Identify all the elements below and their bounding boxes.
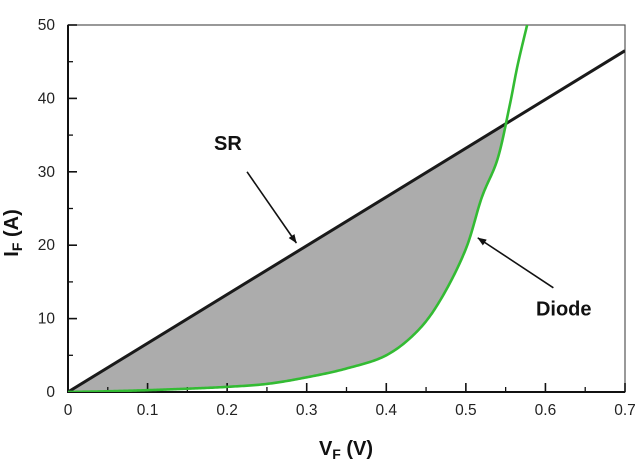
y-axis-title: IF (A) <box>1 209 25 256</box>
diode-curve <box>68 25 529 392</box>
y-tick-label: 10 <box>38 311 56 328</box>
sr-label: SR <box>214 133 242 155</box>
tick-labels: 0 0.1 0.2 0.3 0.4 0.5 0.6 0.7 0 10 20 30 40 50 <box>38 17 636 419</box>
y-tick-label: 40 <box>38 90 56 107</box>
y-tick-label: 30 <box>38 164 56 181</box>
chart-root: 0 0.1 0.2 0.3 0.4 0.5 0.6 0.7 0 10 20 30 40 50 VF (V) I… <box>1 17 636 462</box>
y-tick-label: 0 <box>46 384 55 401</box>
x-tick-label: 0.7 <box>614 402 636 419</box>
annotation-sr: SR <box>214 133 298 244</box>
x-tick-label: 0.4 <box>376 402 398 419</box>
annotation-diode: Diode <box>477 237 592 320</box>
y-tick-label: 20 <box>38 237 56 254</box>
sr-arrow <box>246 171 298 244</box>
x-axis-title: VF (V) <box>319 438 373 462</box>
x-tick-label: 0.2 <box>216 402 238 419</box>
x-tick-label: 0.5 <box>455 402 477 419</box>
x-tick-label: 0.3 <box>296 402 318 419</box>
x-tick-label: 0.6 <box>535 402 557 419</box>
y-tick-label: 50 <box>38 17 56 34</box>
sr-line <box>68 49 625 392</box>
diode-label: Diode <box>536 298 592 320</box>
x-tick-label: 0.1 <box>137 402 159 419</box>
diode-arrow <box>477 237 554 289</box>
x-tick-label: 0 <box>64 402 73 419</box>
